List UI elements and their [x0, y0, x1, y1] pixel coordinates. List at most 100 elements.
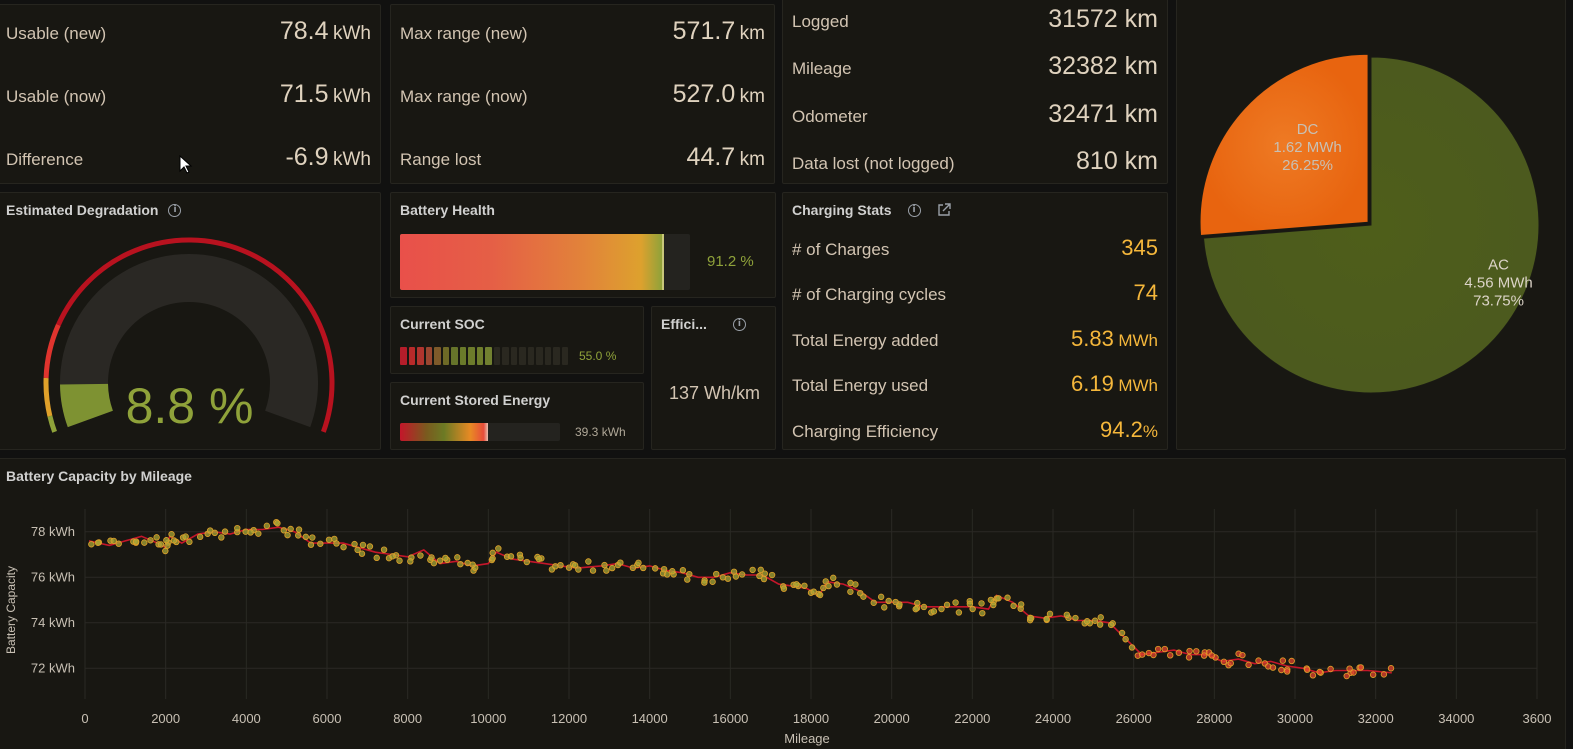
- y-axis-label: Battery Capacity: [4, 566, 18, 654]
- scatter-point: [1316, 668, 1323, 676]
- energy-used-row: Total Energy used 6.19 MWh: [783, 371, 1167, 397]
- pie-slice-dc: [1199, 53, 1369, 237]
- x-tick-label: 34000: [1438, 711, 1474, 726]
- usable-now-row: Usable (now) 71.5 kWh: [0, 80, 380, 109]
- max-range-new-unit: km: [739, 23, 765, 44]
- scatter-point: [793, 581, 800, 588]
- info-icon[interactable]: i: [732, 317, 746, 331]
- scatter-point: [354, 546, 361, 554]
- scatter-point: [1186, 647, 1193, 655]
- scatter-point: [1185, 654, 1193, 661]
- scatter-point: [757, 566, 764, 574]
- scatter-point: [1072, 614, 1079, 622]
- x-tick-label: 14000: [632, 711, 668, 726]
- scatter-point: [601, 561, 608, 569]
- scatter-point: [979, 609, 986, 617]
- current-soc-value: 55.0 %: [579, 349, 617, 363]
- scatter-point: [608, 564, 616, 572]
- x-tick-label: 3600: [1523, 711, 1552, 726]
- data-lost-row: Data lost (not logged) 810 km: [783, 147, 1167, 176]
- scatter-point: [1220, 658, 1228, 666]
- scatter-point: [760, 575, 768, 583]
- scatter-point: [1175, 649, 1183, 656]
- info-icon[interactable]: i: [168, 203, 182, 217]
- battery-health-value: 91.2 %: [707, 253, 754, 270]
- scatter-point: [88, 541, 95, 548]
- scatter-point: [990, 601, 997, 609]
- scatter-point: [847, 588, 854, 595]
- scatter-point: [1327, 665, 1334, 673]
- scatter-point: [115, 540, 122, 547]
- scatter-point: [366, 543, 374, 550]
- charging-stats-title: Charging Stats: [792, 202, 892, 218]
- scatter-point: [589, 567, 597, 574]
- x-tick-label: 30000: [1277, 711, 1313, 726]
- scatter-point: [652, 565, 659, 572]
- scatter-point: [995, 595, 1002, 602]
- usable-new-value: 78.4: [279, 17, 329, 45]
- soc-segment: [476, 347, 483, 365]
- scatter-point: [1239, 651, 1246, 659]
- data-lost-value: 810 km: [1076, 147, 1158, 175]
- current-soc-panel: Current SOC 55.0 %: [390, 306, 644, 374]
- energy-added-label: Total Energy added: [792, 331, 939, 350]
- scatter-point: [847, 579, 854, 587]
- scatter-point: [557, 561, 564, 569]
- info-icon[interactable]: i: [907, 203, 921, 217]
- range-lost-unit: km: [739, 149, 765, 170]
- soc-segment: [417, 347, 424, 365]
- max-range-new-label: Max range (new): [400, 24, 528, 43]
- scatter-point: [457, 560, 464, 568]
- x-tick-label: 22000: [954, 711, 990, 726]
- battery-health-title: Battery Health: [400, 202, 495, 218]
- x-tick-label: 26000: [1116, 711, 1152, 726]
- charges-label: # of Charges: [792, 240, 890, 259]
- x-tick-label: 4000: [232, 711, 261, 726]
- scatter-point: [309, 534, 316, 541]
- soc-segment: [561, 347, 568, 365]
- scatter-point: [756, 572, 763, 580]
- scatter-point: [373, 554, 380, 562]
- scatter-point: [325, 536, 333, 543]
- scatter-point: [857, 589, 864, 597]
- x-tick-label: 20000: [874, 711, 910, 726]
- scatter-point: [1043, 615, 1050, 623]
- max-range-now-unit: km: [739, 86, 765, 107]
- max-range-new-row: Max range (new) 571.7 km: [391, 17, 774, 46]
- external-link-icon[interactable]: [937, 203, 951, 217]
- scatter-point: [881, 604, 888, 611]
- usable-new-unit: kWh: [333, 23, 371, 44]
- scatter-point: [920, 603, 928, 611]
- degradation-gauge: [43, 237, 335, 433]
- scatter-point: [295, 526, 303, 533]
- scatter-point: [914, 599, 921, 607]
- scatter-point: [912, 605, 919, 613]
- scatter-point: [1004, 594, 1011, 601]
- scatter-point: [147, 537, 154, 544]
- x-tick-label: 12000: [551, 711, 587, 726]
- scatter-point: [535, 555, 543, 563]
- charging-stats-panel: Charging Stats i # of Charges 345 # of C…: [782, 192, 1168, 450]
- scatter-point: [168, 531, 175, 538]
- panel-title: Effici... i: [661, 316, 746, 332]
- scatter-point: [966, 600, 974, 608]
- logged-row: Logged 31572 km: [783, 5, 1167, 34]
- scatter-point: [820, 584, 827, 592]
- scatter-point: [164, 542, 171, 549]
- scatter-point: [153, 534, 160, 541]
- logged-label: Logged: [792, 12, 849, 31]
- scatter-point: [877, 593, 885, 601]
- battery-capacity-chart-panel: Battery Capacity by Mileage 78 kWh 76 kWh…: [0, 458, 1566, 749]
- mileage-row: Mileage 32382 km: [783, 52, 1167, 81]
- scatter-point: [221, 528, 229, 535]
- scatter-point: [1046, 610, 1054, 618]
- x-tick-label: 18000: [793, 711, 829, 726]
- scatter-point: [274, 520, 281, 527]
- scatter-point: [1145, 649, 1153, 657]
- charges-value: 345: [1121, 235, 1158, 260]
- scatter-point: [340, 543, 347, 551]
- scatter-point: [436, 557, 444, 564]
- x-tick-label: 10000: [470, 711, 506, 726]
- scatter-point: [1118, 629, 1126, 637]
- scatter-point: [1227, 660, 1234, 667]
